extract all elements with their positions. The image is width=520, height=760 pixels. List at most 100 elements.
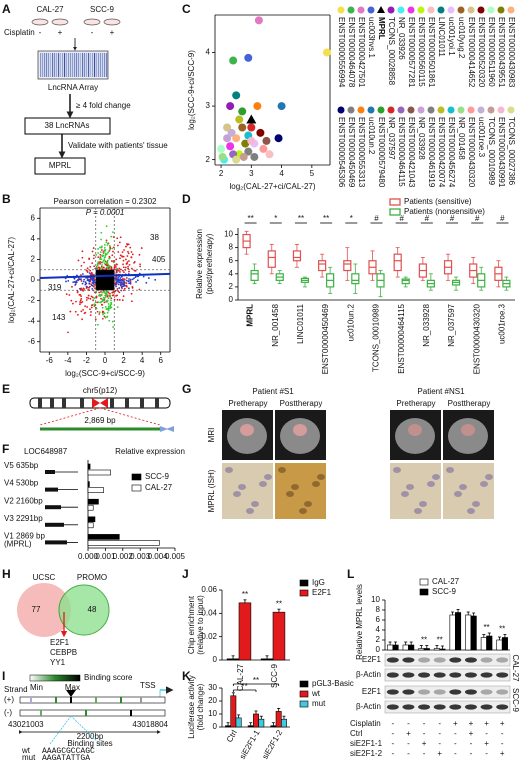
blot-band: [464, 689, 477, 695]
legend-marker: [299, 700, 309, 708]
dot: [82, 280, 85, 283]
legend-marker: [477, 106, 485, 114]
dot: [122, 263, 124, 266]
bar: [87, 540, 160, 546]
dot: [99, 258, 102, 261]
dot: [120, 276, 123, 278]
legend-marker: [389, 208, 401, 216]
legend-marker: [419, 588, 429, 596]
dot: [89, 285, 91, 288]
dot: [127, 280, 130, 283]
legend-label: TCONS_00027386: [507, 117, 516, 186]
array-spot: [106, 53, 108, 77]
dot: [120, 286, 123, 289]
dot: [117, 251, 120, 253]
blot-band: [433, 657, 446, 663]
box: [401, 278, 410, 285]
dot: [105, 261, 108, 264]
sign: +: [484, 719, 489, 728]
dot: [111, 291, 114, 294]
panel-label: I: [2, 669, 5, 683]
bar: [387, 644, 394, 651]
legend-label: SCC-9: [432, 587, 457, 596]
timepoint: Posttherapy: [280, 399, 323, 408]
dot: [125, 263, 128, 265]
venn-set: [17, 583, 71, 637]
point: [223, 123, 232, 132]
dot: [119, 271, 121, 273]
dot: [139, 265, 142, 268]
y-tick-label: 2: [31, 255, 36, 264]
array-spot: [96, 53, 98, 77]
dot: [126, 261, 129, 264]
dot: [116, 279, 119, 281]
dot: [79, 299, 82, 302]
label: UCSC: [33, 573, 56, 582]
dot: [104, 292, 107, 295]
x-tick-label: 0: [103, 356, 108, 365]
legend-marker: [397, 6, 405, 14]
y-tick-label: -6: [28, 337, 36, 346]
dot: [81, 250, 84, 253]
cell: [406, 484, 414, 490]
dot: [103, 247, 106, 249]
dot: [116, 298, 119, 301]
dot: [79, 278, 82, 281]
dot: [136, 279, 139, 282]
dot: [73, 277, 76, 280]
dot: [110, 306, 113, 309]
dot: [121, 269, 124, 272]
bar: [480, 637, 487, 651]
dot: [108, 257, 111, 260]
blot-band: [433, 689, 446, 695]
box: [34, 157, 86, 175]
dot: [104, 306, 107, 308]
blot-label: β-Actin: [356, 670, 381, 679]
dot: [102, 299, 105, 302]
box: [250, 269, 259, 281]
bar: [87, 534, 120, 540]
dot: [96, 264, 99, 266]
dot: [127, 243, 130, 246]
fit-line: [39, 272, 171, 279]
dot: [105, 225, 108, 228]
dot: [123, 278, 126, 281]
y-axis-label: Luciferase activity: [187, 675, 196, 739]
x-tick-label: 0.004: [148, 552, 169, 561]
point: [250, 152, 259, 161]
point: [256, 128, 265, 137]
dot: [113, 266, 116, 268]
point: [253, 102, 262, 111]
label: SCC-9: [90, 5, 115, 14]
bar: [238, 602, 252, 661]
point: [223, 134, 232, 143]
cell: [286, 491, 294, 497]
dot: [122, 295, 125, 297]
legend-marker: [347, 6, 355, 14]
significance: **: [323, 214, 329, 223]
dot: [85, 285, 88, 288]
cell: [432, 474, 440, 480]
legend-marker: [299, 680, 309, 688]
dot: [100, 291, 102, 293]
y-tick-label: 10: [224, 230, 233, 239]
dot: [100, 249, 103, 251]
factor: CEBPB: [50, 648, 77, 657]
array-spot: [48, 53, 50, 77]
dot: [92, 257, 95, 260]
y-axis-label: (relative to input): [196, 595, 205, 655]
blot-band: [464, 672, 477, 678]
dot: [96, 310, 99, 313]
dish: [103, 18, 121, 26]
legend-label: ENST00000421043: [407, 117, 416, 188]
dot: [92, 280, 95, 283]
sign: -: [407, 739, 410, 748]
exon: [45, 505, 61, 510]
dot: [128, 270, 130, 273]
legend-label: ENST00000430991: [497, 117, 506, 188]
band: [140, 398, 144, 408]
dot: [131, 286, 134, 289]
bar: [87, 469, 111, 476]
x-tick-label: CAL-27: [236, 663, 245, 691]
dot: [115, 280, 118, 283]
